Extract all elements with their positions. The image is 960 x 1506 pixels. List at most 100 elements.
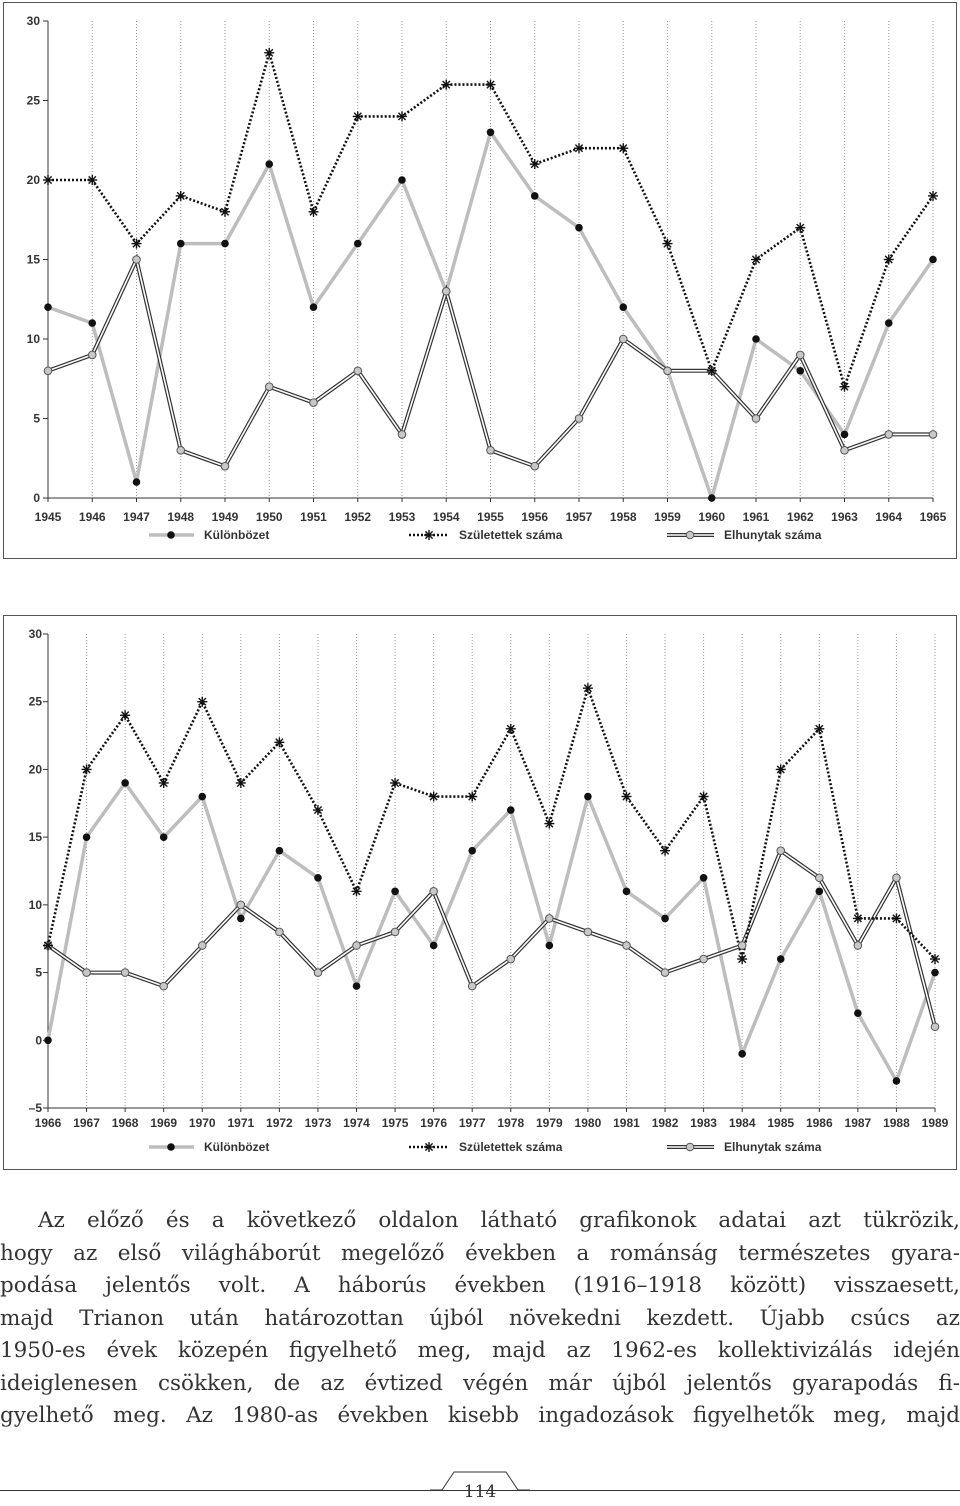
y-tick-label: 0 xyxy=(33,491,40,505)
x-tick-label: 1977 xyxy=(459,1116,486,1130)
paragraph-line: podása jelentős volt. A háborús években … xyxy=(0,1273,960,1298)
legend-label-kulonbozet: Különbözet xyxy=(204,528,269,542)
kulonbozet-point xyxy=(854,1009,862,1017)
elhunytak-point xyxy=(840,446,849,455)
elhunytak-point xyxy=(353,366,363,376)
legend-label-szuletettek: Születettek száma xyxy=(459,528,563,542)
elhunytak-point xyxy=(43,366,53,376)
szuletettek-point xyxy=(308,206,319,217)
legend-label-elhunytak: Elhunytak száma xyxy=(724,528,822,542)
kulonbozet-point xyxy=(88,319,97,327)
y-tick-label: 20 xyxy=(29,762,43,776)
y-tick-label: 10 xyxy=(29,898,43,912)
szuletettek-point xyxy=(618,143,629,154)
x-tick-label: 1961 xyxy=(743,510,770,524)
legend-marker-elhunytak xyxy=(685,530,695,540)
elhunytak-point xyxy=(275,927,284,937)
szuletettek-point xyxy=(120,710,131,721)
szuletettek-point xyxy=(891,913,902,924)
x-tick-label: 1979 xyxy=(536,1116,563,1130)
elhunytak-point xyxy=(236,900,246,910)
kulonbozet-point xyxy=(884,319,893,327)
kulonbozet-point xyxy=(738,1050,746,1058)
elhunytak-point xyxy=(87,350,97,360)
szuletettek-point xyxy=(351,886,362,897)
kulonbozet-point xyxy=(619,303,628,312)
kulonbozet-point xyxy=(391,887,399,896)
x-tick-label: 1966 xyxy=(35,1116,62,1130)
series-line-szuletettek xyxy=(46,683,936,960)
kulonbozet-point xyxy=(44,1036,52,1045)
kulonbozet-point xyxy=(352,982,361,990)
paragraph-line: ideiglenesen csökken, de az évtized végé… xyxy=(0,1370,960,1396)
paragraph-line: Az előző és a következő oldalon látható … xyxy=(38,1208,960,1233)
kulonbozet-point xyxy=(506,806,515,814)
x-tick-label: 1946 xyxy=(79,510,106,524)
szuletettek-point xyxy=(274,737,285,748)
legend-marker-kulonbozet xyxy=(167,531,175,539)
szuletettek-point xyxy=(43,175,53,185)
chart-1945-1965: 0 5 10 15 20 25 30 1945 1946 1947 1948 1949 1950 1951… xyxy=(3,2,957,559)
kulonbozet-point xyxy=(796,367,805,375)
page-number-tab-shape xyxy=(430,1471,530,1491)
x-tick-label: 1988 xyxy=(883,1116,910,1130)
elhunytak-point xyxy=(82,968,91,977)
kulonbozet-point xyxy=(699,873,708,882)
kulonbozet-point xyxy=(661,914,669,923)
x-tick-label: 1969 xyxy=(150,1116,177,1130)
series-line-elhunytak-inner xyxy=(47,849,936,1027)
page-number: 114 xyxy=(463,1482,497,1502)
szuletettek-point xyxy=(220,206,230,217)
szuletettek-point xyxy=(751,254,761,265)
elhunytak-point xyxy=(815,873,824,883)
szuletettek-point xyxy=(883,254,894,265)
kulonbozet-point xyxy=(530,192,539,200)
elhunytak-point xyxy=(884,430,894,439)
x-tick-label: 1949 xyxy=(212,510,239,524)
szuletettek-point xyxy=(485,79,496,90)
kulonbozet-point xyxy=(82,833,91,841)
chart-1945-1965-svg: 0 5 10 15 20 25 30 1945 1946 1947 1948 1949 1950 1951… xyxy=(27,14,947,542)
y-tick-label: 25 xyxy=(29,695,43,709)
elhunytak-point xyxy=(390,927,400,937)
szuletettek-point xyxy=(264,47,275,58)
x-tick-label: 1981 xyxy=(613,1116,640,1130)
y-tick-label: 5 xyxy=(35,966,42,980)
legend-label-kulonbozet: Különbözet xyxy=(204,1140,269,1154)
szuletettek-point xyxy=(775,764,786,775)
paragraph-line: hogy az első világháborút megelőző évekb… xyxy=(0,1240,960,1266)
kulonbozet-point xyxy=(815,887,824,896)
x-tick-label: 1958 xyxy=(610,510,637,524)
kulonbozet-point xyxy=(468,846,477,855)
x-tick-label: 1957 xyxy=(566,510,593,524)
x-tick-label: 1983 xyxy=(690,1116,717,1130)
kulonbozet-point xyxy=(486,128,495,137)
y-tick-label: 30 xyxy=(27,14,41,28)
y-tick-label: 5 xyxy=(33,412,40,426)
x-tick-label: 1975 xyxy=(382,1116,409,1130)
szuletettek-point xyxy=(441,79,452,90)
kulonbozet-point xyxy=(44,303,52,312)
szuletettek-point xyxy=(81,764,92,775)
szuletettek-point xyxy=(582,683,593,694)
y-tick-label: 0 xyxy=(35,1033,42,1047)
kulonbozet-point xyxy=(309,303,318,312)
x-tick-label: 1965 xyxy=(920,510,947,524)
szuletettek-point xyxy=(660,845,671,856)
elhunytak-point xyxy=(429,887,438,896)
elhunytak-point xyxy=(197,941,207,950)
elhunytak-point xyxy=(795,350,805,360)
x-tick-label: 1986 xyxy=(806,1116,833,1130)
elhunytak-point xyxy=(506,954,516,964)
szuletettek-point xyxy=(544,818,555,829)
x-tick-label: 1956 xyxy=(521,510,548,524)
y-tick-label: 30 xyxy=(29,627,43,641)
elhunytak-point xyxy=(441,287,451,296)
kulonbozet-point xyxy=(429,941,438,950)
x-tick-label: 1964 xyxy=(875,510,902,524)
elhunytak-point xyxy=(486,446,495,455)
szuletettek-point xyxy=(839,381,850,392)
x-tick-label: 1953 xyxy=(389,510,416,524)
szuletettek-point xyxy=(390,777,401,788)
x-tick-label: 1982 xyxy=(652,1116,679,1130)
